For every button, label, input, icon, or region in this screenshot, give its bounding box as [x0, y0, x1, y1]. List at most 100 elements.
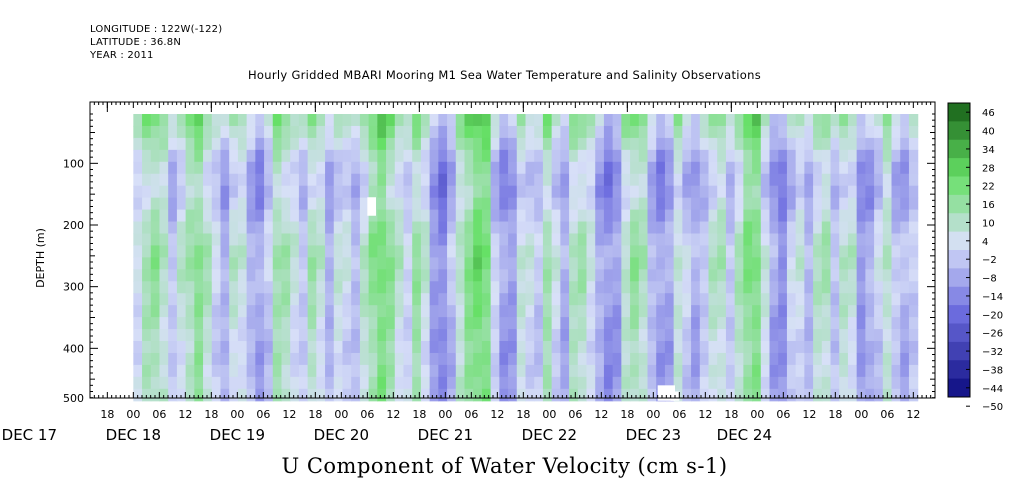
- heatmap-cell: [647, 125, 657, 139]
- heatmap-cell: [255, 197, 265, 211]
- heatmap-cell: [333, 329, 344, 342]
- heatmap-cell: [473, 245, 483, 258]
- heatmap-cell: [908, 161, 919, 175]
- heatmap-cell: [185, 125, 195, 139]
- heatmap-cell: [891, 376, 901, 390]
- heatmap-cell: [455, 329, 466, 342]
- heatmap-cell: [595, 293, 605, 306]
- heatmap-cell: [359, 161, 370, 175]
- heatmap-cell: [272, 221, 283, 235]
- heatmap-cell: [760, 388, 771, 402]
- heatmap-cell: [359, 341, 370, 354]
- heatmap-cell: [664, 161, 675, 175]
- heatmap-cell: [525, 257, 535, 270]
- heatmap-cell: [908, 293, 919, 306]
- heatmap-cell: [856, 137, 866, 151]
- heatmap-cell: [874, 209, 884, 223]
- heatmap-cell: [691, 305, 701, 318]
- heatmap-cell: [603, 245, 614, 258]
- heatmap-cell: [194, 197, 204, 211]
- heatmap-cell: [176, 329, 187, 342]
- heatmap-cell: [394, 125, 405, 139]
- heatmap-cell: [447, 114, 457, 127]
- heatmap-cell: [412, 114, 422, 127]
- heatmap-cell: [743, 161, 753, 175]
- heatmap-cell: [542, 364, 553, 378]
- heatmap-cell: [673, 293, 683, 306]
- heatmap-cell: [176, 305, 187, 318]
- heatmap-cell: [508, 364, 518, 378]
- heatmap-cell: [481, 376, 492, 390]
- heatmap-cell: [577, 161, 588, 175]
- heatmap-cell: [333, 125, 344, 139]
- heatmap-cell: [455, 269, 466, 282]
- heatmap-cell: [865, 221, 875, 235]
- heatmap-cell: [499, 221, 509, 235]
- heatmap-cell: [377, 293, 387, 306]
- colorbar-label: 22: [982, 182, 995, 193]
- heatmap-cell: [386, 376, 396, 390]
- heatmap-cell: [281, 388, 291, 402]
- heatmap-cell: [133, 209, 143, 223]
- heatmap-cell: [194, 341, 204, 354]
- heatmap-cell: [159, 209, 169, 223]
- heatmap-cell: [490, 114, 500, 127]
- heatmap-cell: [499, 388, 509, 402]
- heatmap-cell: [891, 125, 901, 139]
- colorbar-label: −2: [982, 255, 997, 266]
- heatmap-cell: [908, 173, 919, 187]
- heatmap-cell: [691, 376, 701, 390]
- heatmap-cell: [551, 257, 561, 270]
- heatmap-cell: [316, 329, 326, 342]
- x-hour-tick-label: 00: [334, 408, 348, 421]
- heatmap-cell: [290, 209, 300, 223]
- heatmap-cell: [847, 114, 858, 127]
- heatmap-cell: [900, 364, 910, 378]
- heatmap-cell: [891, 305, 901, 318]
- heatmap-cell: [351, 173, 361, 187]
- heatmap-cell: [612, 137, 622, 151]
- heatmap-cell: [394, 376, 405, 390]
- heatmap-cell: [464, 281, 474, 294]
- heatmap-cell: [159, 114, 169, 127]
- heatmap-cell: [752, 233, 762, 247]
- heatmap-cell: [839, 281, 849, 294]
- year-label: YEAR : 2011: [90, 50, 154, 61]
- heatmap-cell: [534, 221, 544, 235]
- heatmap-cell: [307, 341, 317, 354]
- heatmap-cell: [856, 149, 866, 163]
- heatmap-cell: [159, 245, 169, 258]
- heatmap-cell: [769, 161, 779, 175]
- heatmap-cell: [525, 341, 535, 354]
- colorbar-swatch: [948, 323, 970, 343]
- heatmap-cell: [386, 125, 396, 139]
- x-hour-tick-label: 18: [828, 408, 842, 421]
- heatmap-cell: [403, 388, 413, 402]
- heatmap-cell: [534, 269, 544, 282]
- heatmap-cell: [595, 209, 605, 223]
- heatmap-cell: [142, 341, 152, 354]
- heatmap-cell: [220, 281, 230, 294]
- heatmap-cell: [211, 364, 222, 378]
- heatmap-cell: [586, 257, 596, 270]
- heatmap-cell: [699, 317, 710, 330]
- heatmap-cell: [638, 245, 649, 258]
- heatmap-cell: [621, 376, 631, 390]
- heatmap-cell: [508, 221, 518, 235]
- heatmap-cell: [830, 209, 840, 223]
- heatmap-cell: [560, 376, 570, 390]
- heatmap-cell: [882, 257, 893, 270]
- heatmap-cell: [142, 114, 152, 127]
- heatmap-cell: [229, 197, 239, 211]
- heatmap-cell: [229, 364, 239, 378]
- heatmap-cell: [656, 197, 666, 211]
- heatmap-cell: [455, 388, 466, 402]
- heatmap-cell: [804, 161, 814, 175]
- heatmap-cell: [595, 221, 605, 235]
- heatmap-cell: [804, 257, 814, 270]
- heatmap-cell: [534, 197, 544, 211]
- heatmap-cell: [316, 245, 326, 258]
- heatmap-cell: [211, 269, 222, 282]
- heatmap-cell: [237, 329, 248, 342]
